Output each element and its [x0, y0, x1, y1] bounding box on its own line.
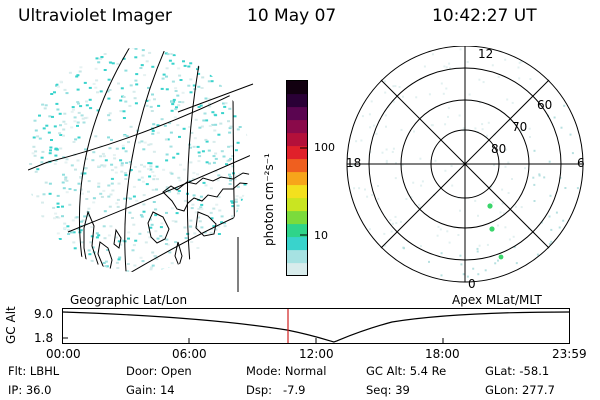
colorbar-tick-100: 100 — [314, 141, 335, 154]
status-gc-alt: GC Alt: 5.4 Re — [366, 364, 447, 378]
right-panel-caption: Apex MLat/MLT — [452, 293, 542, 307]
mlt-label-12: 12 — [478, 47, 494, 61]
mlat-label-60: 60 — [537, 98, 553, 112]
status-door: Door: Open — [126, 364, 192, 378]
timeline-ytick-1.8: 1.8 — [34, 331, 54, 345]
status-gain: Gain: 14 — [126, 383, 175, 397]
status-dsp: Dsp: -7.9 — [246, 383, 306, 397]
timeline-axis-label: GC Alt — [4, 306, 18, 344]
mlt-label-0: 0 — [468, 277, 476, 291]
instrument-title: Ultraviolet Imager — [18, 6, 172, 26]
colorbar-tick-10: 10 — [314, 229, 328, 242]
intensity-colorbar — [286, 80, 308, 276]
status-seq: Seq: 39 — [366, 383, 410, 397]
timeline-ytick-9: 9.0 — [34, 307, 54, 321]
polar-mlt-plot — [346, 46, 584, 283]
status-glat: GLat: -58.1 — [485, 364, 550, 378]
mlat-label-70: 70 — [512, 120, 528, 134]
date-label: 10 May 07 — [247, 6, 337, 26]
mlt-label-18: 18 — [346, 156, 362, 170]
timeline-xtick-1200: 12:00 — [299, 347, 334, 361]
time-label: 10:42:27 UT — [432, 6, 537, 26]
mlat-label-80: 80 — [491, 142, 507, 156]
orbit-altitude-plot — [62, 308, 570, 344]
status-filter: Flt: LBHL — [8, 364, 60, 378]
status-glon: GLon: 277.7 — [485, 383, 555, 397]
left-panel-caption: Geographic Lat/Lon — [70, 293, 188, 307]
geographic-image — [28, 48, 254, 292]
mlt-label-6: 6 — [577, 156, 585, 170]
status-ip: IP: 36.0 — [8, 383, 52, 397]
timeline-xtick-2359: 23:59 — [552, 347, 587, 361]
timeline-xtick-1800: 18:00 — [425, 347, 460, 361]
colorbar-units: photon cm⁻²s⁻¹ — [262, 153, 276, 246]
timeline-xtick-0600: 06:00 — [172, 347, 207, 361]
status-mode: Mode: Normal — [246, 364, 327, 378]
timeline-xtick-0000: 00:00 — [46, 347, 81, 361]
